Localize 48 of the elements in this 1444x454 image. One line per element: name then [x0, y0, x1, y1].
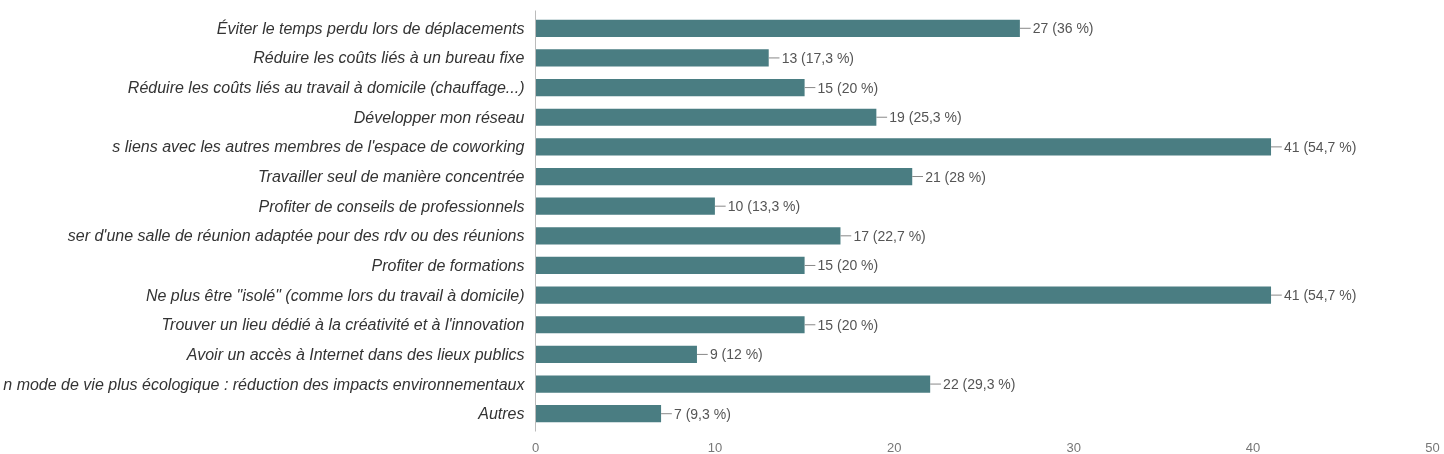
y-tick-label: Profiter de formations — [371, 256, 525, 274]
bar — [535, 375, 931, 393]
x-tick-label: 40 — [1245, 439, 1261, 454]
data-label: 19 (25,3 %) — [889, 109, 962, 126]
bar — [535, 286, 1272, 304]
bar — [535, 19, 1020, 37]
bar — [535, 49, 769, 67]
y-tick-label: Ne plus être "isolé" (comme lors du travail à domicile) — [145, 286, 525, 304]
data-label: 9 (12 %) — [709, 346, 763, 363]
x-tick-label: 50 — [1425, 439, 1440, 454]
data-label: 7 (9,3 %) — [674, 405, 731, 422]
data-label: 21 (28 %) — [925, 168, 986, 185]
bar — [535, 108, 877, 126]
bar — [535, 256, 805, 275]
y-tick-label: Éviter le temps perdu lors de déplacements — [216, 18, 525, 37]
data-label: 13 (17,3 %) — [781, 49, 855, 66]
y-tick-label: Trouver un lieu dédié à la créativité et à l'innovation — [161, 316, 525, 334]
bar — [535, 405, 662, 423]
x-tick-label: 10 — [707, 439, 723, 454]
y-tick-label: Travailler seul de manière concentrée — [258, 168, 525, 186]
y-tick-label: Réduire les coûts liés au travail à domicile (chauffage...) — [127, 79, 525, 97]
bar — [535, 138, 1272, 156]
bar — [535, 227, 841, 245]
data-label: 22 (29,3 %) — [943, 376, 1016, 393]
y-tick-label: Autres — [477, 405, 525, 423]
bar — [535, 197, 715, 215]
bar — [535, 316, 805, 334]
data-label: 27 (36 %) — [1032, 20, 1094, 37]
y-tick-label: Avoir un accès à Internet dans des lieux publics — [185, 345, 525, 363]
y-tick-label: Réduire les coûts liés à un bureau fixe — [253, 49, 525, 67]
bar — [535, 167, 913, 186]
y-tick-label: Profiter de conseils de professionnels — [258, 197, 525, 215]
y-tick-label: ser d'une salle de réunion adaptée pour des rdv ou des réunions — [67, 227, 525, 245]
data-label: 41 (54,7 %) — [1283, 287, 1357, 304]
data-label: 17 (22,7 %) — [853, 227, 926, 244]
data-label: 15 (20 %) — [817, 316, 879, 333]
y-tick-label: Développer mon réseau — [353, 108, 525, 126]
data-label: 41 (54,7 %) — [1283, 138, 1357, 155]
data-label: 15 (20 %) — [817, 257, 879, 274]
bar — [535, 78, 805, 97]
data-label: 10 (13,3 %) — [727, 198, 801, 215]
y-tick-label: n mode de vie plus écologique : réduction des impacts environnementaux — [3, 375, 526, 393]
x-tick-label: 20 — [887, 439, 902, 454]
x-tick-label: 30 — [1066, 439, 1081, 454]
x-tick-label: 0 — [531, 439, 540, 454]
bar — [535, 345, 697, 364]
y-tick-label: s liens avec les autres membres de l'espace de coworking — [112, 138, 525, 156]
data-label: 15 (20 %) — [817, 79, 879, 96]
